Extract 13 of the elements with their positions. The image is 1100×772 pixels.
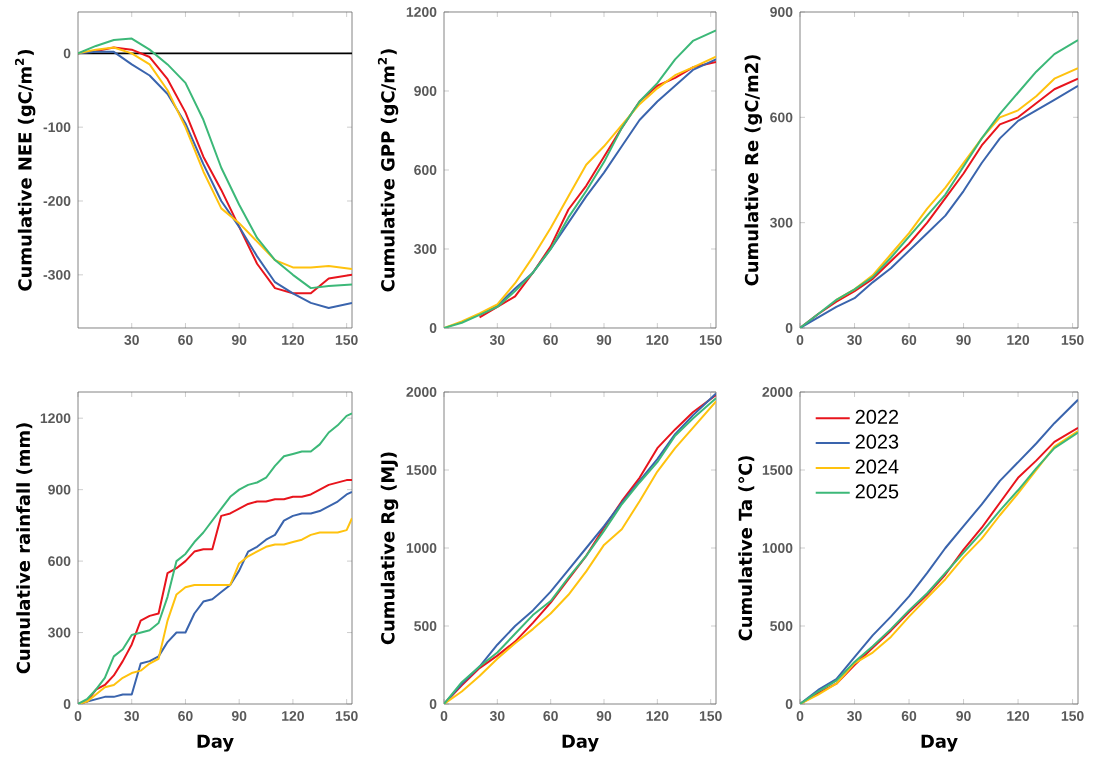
y-axis-title: Cumulative Rg (MJ) [380,452,399,645]
legend-label: 2025 [855,484,899,499]
y-axis-title: Cumulative NEE (gC/m$^{2}$) [14,49,36,291]
x-axis-title: Day [197,734,234,752]
y-axis-title: Cumulative rainfall (mm) [16,423,33,674]
legend-label: 2022 [855,409,899,424]
legend-label: 2024 [855,459,899,474]
y-axis-title: Cumulative Re (gC/m2) [744,55,762,286]
x-axis-title: Day [562,734,599,752]
legend-label: 2023 [855,434,899,449]
y-axis-title: Cumulative GPP (gC/m$^{2}$) [377,49,399,292]
x-axis-title: Day [921,734,958,752]
y-axis-title: Cumulative Ta (℃) [738,456,755,641]
